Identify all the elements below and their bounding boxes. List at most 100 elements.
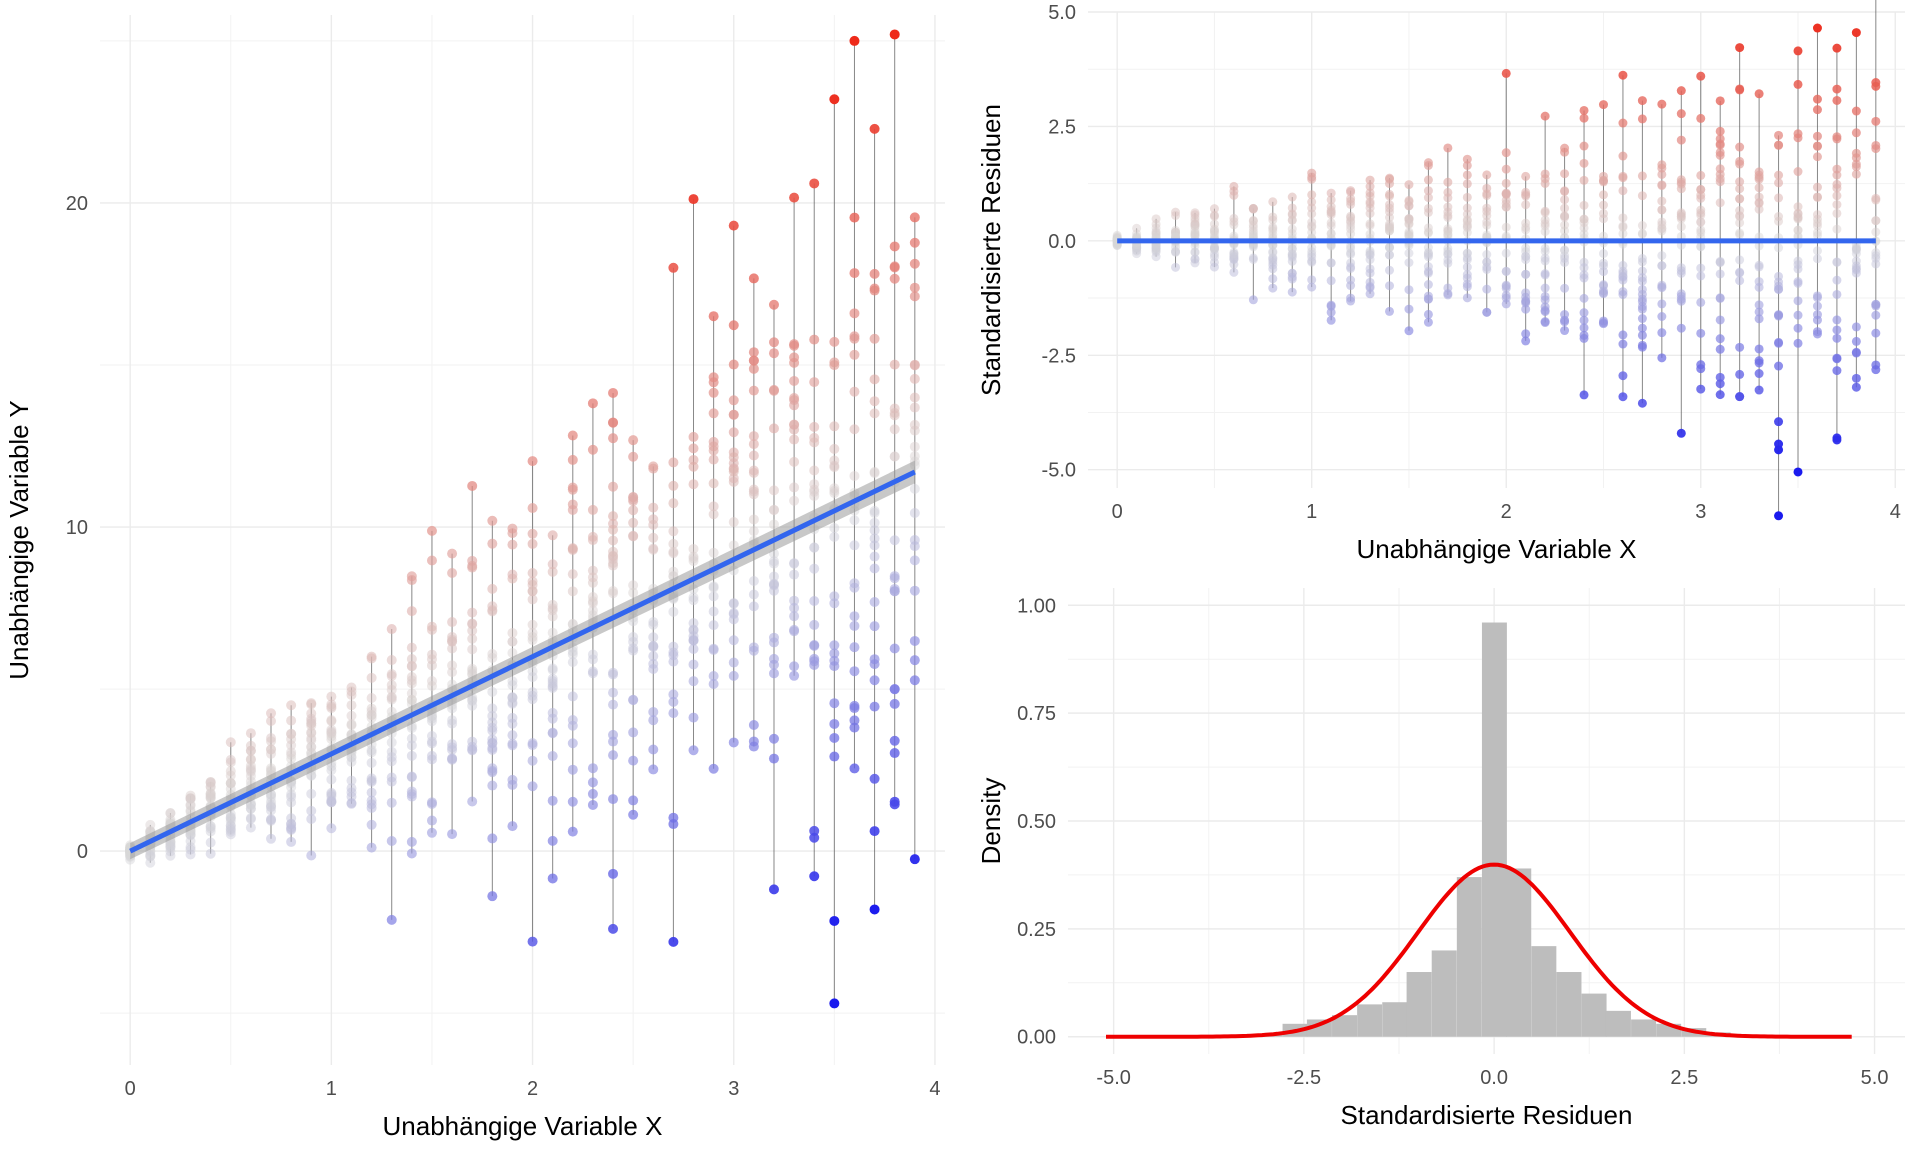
data-point [1190,228,1200,238]
data-point [326,731,337,742]
data-point [386,694,397,705]
data-point [185,829,196,840]
data-point [648,616,659,627]
data-point [1385,174,1395,184]
data-point [1365,181,1375,191]
data-point [1637,330,1647,340]
data-point [889,735,900,746]
data-point [1735,392,1745,402]
data-point [849,308,860,319]
data-point [1151,230,1161,240]
data-point [1832,84,1842,94]
data-point [1793,310,1803,320]
data-point [789,393,800,404]
data-point [668,689,679,700]
data-point [1637,314,1647,324]
data-point [889,573,900,584]
data-point [1598,249,1608,259]
y-tick-label: -2.5 [1042,345,1076,367]
data-point [185,842,196,853]
data-point [406,723,417,734]
data-point [205,788,216,799]
data-point [1871,365,1881,375]
data-point [547,605,558,616]
data-point [225,770,236,781]
data-point [326,691,337,702]
data-point [1385,219,1395,229]
data-point [527,576,538,587]
data-point [1812,182,1822,192]
data-point [1754,358,1764,368]
data-point [426,797,437,808]
data-point [768,485,779,496]
data-point [1812,152,1822,162]
data-point [165,843,176,854]
data-point [1171,230,1181,240]
data-point [225,820,236,831]
data-point [1521,251,1531,261]
data-point [1715,126,1725,136]
data-point [266,814,277,825]
y-tick-label: 10 [66,517,88,539]
data-point [1715,150,1725,160]
data-point [1560,147,1570,157]
data-point [829,485,840,496]
data-point [1871,81,1881,91]
data-point [1287,287,1297,297]
data-point [1229,217,1239,227]
data-point [789,611,800,622]
histogram-bar [1406,972,1432,1037]
data-point [849,35,860,46]
data-point [1443,289,1453,299]
data-point [608,554,619,565]
data-point [205,821,216,832]
data-point [1132,243,1142,253]
data-point [909,483,920,494]
data-point [829,661,840,672]
data-point [326,724,337,735]
histogram-bar [1481,622,1507,1037]
data-point [406,678,417,689]
data-point [346,720,357,731]
data-point [1754,198,1764,208]
data-point [266,763,277,774]
data-point [1132,249,1142,259]
data-point [1365,175,1375,185]
histogram-bar [1332,1015,1357,1037]
data-point [1598,258,1608,268]
data-point [1209,227,1219,237]
data-point [869,597,880,608]
data-point [1540,246,1550,256]
data-point [1151,227,1161,237]
data-point [748,385,759,396]
data-point [1851,169,1861,179]
data-point [527,936,538,947]
data-point [266,736,277,747]
data-point [1579,323,1589,333]
data-point [366,706,377,717]
data-point [1346,249,1356,259]
data-point [1851,248,1861,258]
data-point [728,635,739,646]
data-point [628,632,639,643]
data-point [1657,205,1667,215]
data-point [1812,94,1822,104]
data-point [547,663,558,674]
data-point [768,733,779,744]
data-point [587,572,598,583]
data-point [507,680,518,691]
data-point [1404,215,1414,225]
data-point [829,460,840,471]
y-tick-label: 0.25 [1017,919,1056,941]
data-point [809,871,820,882]
data-point [1423,223,1433,233]
data-point [1832,354,1842,364]
data-point [1248,216,1258,226]
data-point [1812,246,1822,256]
data-point [286,734,297,745]
data-point [145,851,156,862]
data-point [245,765,256,776]
data-point [165,808,176,819]
data-point [326,726,337,737]
data-point [326,774,337,785]
